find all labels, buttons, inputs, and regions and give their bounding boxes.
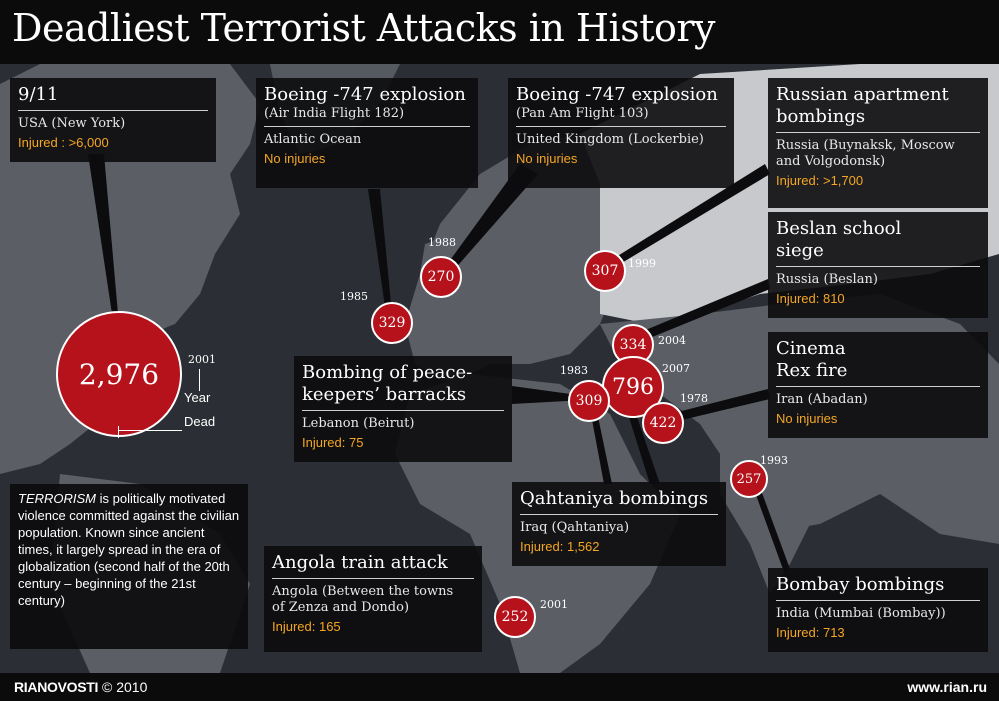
divider [264, 126, 470, 127]
box-location: USA (New York) [18, 116, 126, 131]
box-injured: Injured : >6,000 [18, 135, 109, 150]
year-apt: 1999 [628, 257, 656, 270]
europe-landmass [405, 134, 620, 384]
year-angola: 2001 [540, 598, 568, 611]
box-injured: No injuries [516, 151, 578, 166]
box-location: Angola (Between the towns of Zenza and D… [272, 584, 454, 615]
year-bombay: 1993 [760, 454, 788, 467]
box-injured: No injuries [776, 411, 838, 426]
info-box-bombay: Bombay bombings India (Mumbai (Bombay)) … [768, 568, 988, 652]
box-title: Angola train attack [272, 552, 448, 573]
divider [516, 126, 726, 127]
leader-pa103 [440, 164, 538, 279]
box-injured: Injured: 75 [302, 435, 364, 450]
legend-year-label: Year [184, 390, 211, 405]
divider [272, 578, 474, 579]
box-injured: No injuries [264, 151, 326, 166]
box-location: United Kingdom (Lockerbie) [516, 132, 704, 147]
legend-dead-hline [118, 430, 182, 431]
box-title: 9/11 [18, 84, 59, 105]
box-location: Lebanon (Beirut) [302, 416, 415, 431]
box-location: India (Mumbai (Bombay)) [776, 606, 946, 621]
box-title: Qahtaniya bombings [520, 488, 709, 509]
leader-lines [88, 154, 790, 572]
info-box-beirut: Bombing of peace- keepers’ barracks Leba… [294, 356, 512, 462]
site-link[interactable]: www.rian.ru [907, 679, 987, 695]
leader-qaht [628, 414, 660, 484]
marker-911[interactable]: 2,976 [56, 311, 182, 437]
world-map: 2,976 329 270 307 334 796 309 422 257 25… [0, 64, 999, 673]
info-box-beslan: Beslan school siege Russia (Beslan) Inju… [768, 212, 988, 318]
marker-beirut[interactable]: 309 [568, 380, 610, 422]
leader-beirut [512, 386, 585, 404]
definition-text: is politically motivated violence commit… [18, 491, 240, 608]
box-location: Russia (Beslan) [776, 272, 878, 287]
box-injured: Injured: 713 [776, 625, 845, 640]
brand-logo[interactable]: RIANOVOSTI [14, 679, 99, 695]
page-title: Deadliest Terrorist Attacks in History [12, 6, 715, 50]
box-title: Bombing of peace- keepers’ barracks [302, 362, 473, 405]
marker-apt[interactable]: 307 [584, 250, 626, 292]
divider [776, 266, 980, 267]
divider [776, 386, 980, 387]
leader-ai182 [368, 189, 392, 314]
divider [520, 514, 718, 515]
divider [302, 410, 504, 411]
year-rex: 1978 [680, 392, 708, 405]
info-box-rex: Cinema Rex fire Iran (Abadan) No injurie… [768, 332, 988, 438]
box-title: Russian apartment bombings [776, 84, 949, 127]
legend-dead-line [118, 426, 119, 438]
year-beirut: 1983 [560, 364, 588, 377]
marker-rex[interactable]: 422 [642, 402, 684, 444]
leader-apt [616, 164, 770, 264]
header-bar: Deadliest Terrorist Attacks in History [0, 0, 999, 64]
info-box-911: 9/11 USA (New York) Injured : >6,000 [10, 78, 216, 162]
year-qaht: 2007 [662, 362, 690, 375]
definition-term: TERRORISM [18, 491, 96, 506]
definition-box: TERRORISM is politically motivated viole… [10, 484, 248, 649]
marker-pa103[interactable]: 270 [420, 256, 462, 298]
box-injured: Injured: 810 [776, 291, 845, 306]
info-box-qaht: Qahtaniya bombings Iraq (Qahtaniya) Inju… [512, 482, 726, 566]
box-title: Cinema Rex fire [776, 338, 848, 381]
box-injured: Injured: >1,700 [776, 173, 864, 188]
legend-tick-line [199, 369, 200, 391]
info-box-ai182: Boeing -747 explosion (Air India Flight … [256, 78, 478, 188]
divider [18, 110, 208, 111]
legend-year-value: 2001 [188, 353, 216, 366]
divider [776, 600, 980, 601]
copyright-text: © 2010 [102, 679, 148, 695]
box-title: Bombay bombings [776, 574, 945, 595]
box-injured: Injured: 165 [272, 619, 341, 634]
leader-qaht2 [590, 407, 612, 484]
box-injured: Injured: 1,562 [520, 539, 600, 554]
year-pa103: 1988 [428, 236, 456, 249]
box-title: Beslan school siege [776, 218, 902, 261]
legend-dead-label: Dead [184, 414, 216, 429]
info-box-pa103: Boeing -747 explosion (Pan Am Flight 103… [508, 78, 734, 188]
footer-bar: RIANOVOSTI © 2010 www.rian.ru [0, 673, 999, 701]
box-subtitle: (Pan Am Flight 103) [516, 106, 649, 121]
info-box-angola: Angola train attack Angola (Between the … [264, 546, 482, 652]
year-ai182: 1985 [340, 290, 368, 303]
leader-bombay [752, 482, 790, 572]
divider [776, 132, 980, 133]
marker-angola[interactable]: 252 [494, 596, 536, 638]
box-title: Boeing -747 explosion [516, 84, 718, 105]
marker-ai182[interactable]: 329 [371, 302, 413, 344]
info-box-apt: Russian apartment bombings Russia (Buyna… [768, 78, 988, 208]
box-subtitle: (Air India Flight 182) [264, 106, 405, 121]
box-title: Boeing -747 explosion [264, 84, 466, 105]
marker-bombay[interactable]: 257 [730, 460, 768, 498]
box-location: Atlantic Ocean [264, 132, 362, 147]
leader-rex [662, 389, 770, 424]
box-location: Iran (Abadan) [776, 392, 868, 407]
leader-911 [88, 154, 118, 314]
box-location: Iraq (Qahtaniya) [520, 520, 630, 535]
footer-credit: RIANOVOSTI © 2010 [14, 679, 147, 695]
box-location: Russia (Buynaksk, Moscow and Volgodonsk) [776, 138, 955, 169]
leader-beslan [636, 279, 770, 342]
year-beslan: 2004 [658, 334, 686, 347]
